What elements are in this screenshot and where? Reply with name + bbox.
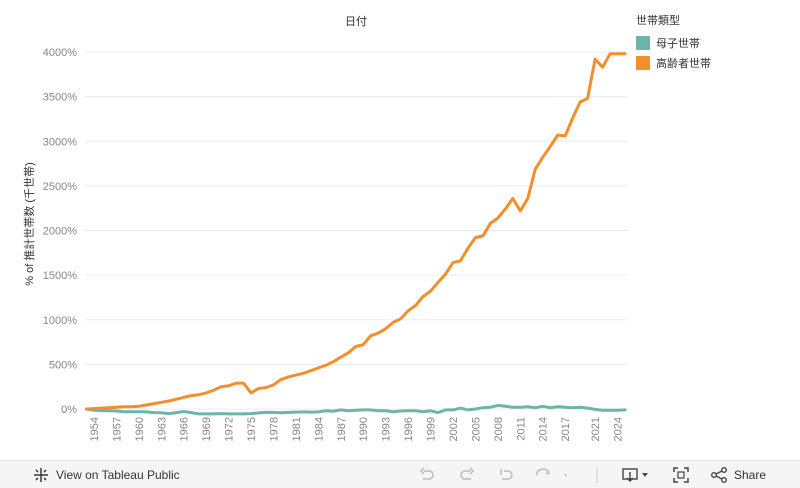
x-tick-label: 1999 (426, 417, 438, 441)
tableau-toolbar: View on Tableau Public Share (0, 460, 800, 488)
y-tick-label: 500% (49, 359, 77, 371)
series-line-母子世帯[interactable] (85, 403, 627, 416)
chart-title: 日付 (345, 15, 367, 28)
legend-swatch (636, 36, 650, 50)
y-tick-label: 4000% (43, 47, 77, 59)
revert-button[interactable] (497, 461, 515, 488)
legend-swatch (636, 56, 650, 70)
y-tick-label: 1000% (43, 315, 77, 327)
x-tick-label: 2014 (538, 417, 550, 441)
legend-title: 世帯類型 (636, 15, 680, 27)
toolbar-divider (596, 461, 598, 488)
x-tick-label: 1990 (358, 417, 370, 441)
y-tick-label: 2500% (43, 181, 77, 193)
y-tick-label: 0% (61, 404, 77, 416)
download-icon (622, 466, 652, 484)
y-tick-label: 1500% (43, 270, 77, 282)
tableau-logo-icon (32, 466, 50, 484)
refresh-icon (534, 466, 568, 484)
x-tick-label: 1972 (224, 417, 236, 441)
x-tick-label: 1996 (403, 417, 415, 441)
share-label: Share (734, 467, 767, 482)
legend-label: 高齢者世帯 (656, 58, 711, 70)
fullscreen-button[interactable] (672, 461, 690, 488)
x-tick-label: 2011 (515, 417, 527, 441)
legend-item-koreisha[interactable]: 高齢者世帯 (636, 53, 711, 73)
gridlines (85, 51, 628, 410)
x-tick-label: 1960 (134, 417, 146, 441)
y-axis-ticks: 0% 500% 1000% 1500% 2000% 2500% 3000% 3500% 4000… (43, 47, 77, 416)
revert-icon (497, 466, 515, 484)
x-axis-ticks: 1954 1957 1960 1963 1966 1969 1972 1975 1978 1981… (89, 417, 625, 441)
series-lines (85, 52, 627, 416)
legend-label: 母子世帯 (656, 38, 700, 50)
redo-icon (458, 466, 476, 484)
x-tick-label: 1978 (268, 417, 280, 441)
x-tick-label: 1969 (201, 417, 213, 441)
share-button[interactable]: Share (710, 461, 766, 488)
fullscreen-icon (672, 466, 690, 484)
refresh-button[interactable] (534, 461, 568, 488)
line-chart: 日付 % of 推計世帯数 (千世帯) 0% 500% 1000% 1500% 2000… (22, 15, 628, 441)
y-tick-label: 3000% (43, 136, 77, 148)
view-on-tableau-button[interactable]: View on Tableau Public (32, 461, 180, 488)
x-tick-label: 1987 (336, 417, 348, 441)
x-tick-label: 1981 (291, 417, 303, 441)
download-button[interactable] (622, 461, 652, 488)
y-tick-label: 3500% (43, 92, 77, 104)
x-tick-label: 2002 (448, 417, 460, 441)
y-tick-label: 2000% (43, 226, 77, 238)
undo-icon (418, 466, 436, 484)
share-icon (710, 466, 728, 484)
x-tick-label: 1954 (89, 417, 101, 441)
legend: 世帯類型 母子世帯 高齢者世帯 (636, 12, 711, 73)
y-axis-label: % of 推計世帯数 (千世帯) (22, 162, 36, 285)
x-tick-label: 1993 (381, 417, 393, 441)
x-tick-label: 2017 (560, 417, 572, 441)
x-tick-label: 2024 (613, 417, 625, 441)
x-tick-label: 1963 (156, 417, 168, 441)
undo-button[interactable] (418, 461, 436, 488)
series-line-高齢者世帯[interactable] (85, 52, 627, 411)
x-tick-label: 2021 (590, 417, 602, 441)
legend-item-boshi[interactable]: 母子世帯 (636, 33, 711, 53)
redo-button[interactable] (458, 461, 476, 488)
x-tick-label: 1957 (111, 417, 123, 441)
x-tick-label: 1975 (246, 417, 258, 441)
view-on-tableau-label: View on Tableau Public (56, 467, 180, 482)
x-tick-label: 2005 (470, 417, 482, 441)
x-tick-label: 2008 (493, 417, 505, 441)
x-tick-label: 1966 (179, 417, 191, 441)
x-tick-label: 1984 (313, 417, 325, 441)
